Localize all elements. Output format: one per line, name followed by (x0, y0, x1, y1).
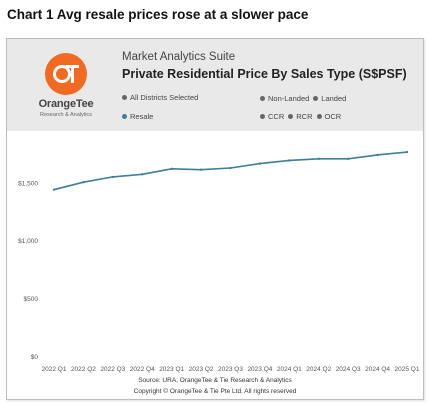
data-point[interactable] (229, 166, 232, 170)
x-tick-label: 2022 Q2 (71, 366, 96, 373)
data-point[interactable] (317, 157, 320, 160)
filter-ccr[interactable]: CCR (268, 112, 285, 121)
data-point[interactable] (376, 153, 379, 157)
source-note: Source: URA, OrangeTee & Tie Research & … (138, 377, 292, 384)
chart-title: Private Residential Price By Sales Type … (122, 67, 407, 81)
y-tick-label: $500 (24, 296, 39, 303)
filter-districts-label: All Districts Selected (130, 93, 199, 102)
filter-landed[interactable]: Landed (321, 94, 347, 103)
x-tick-label: 2022 Q1 (42, 366, 67, 373)
data-point[interactable] (170, 167, 173, 171)
bullet-icon (316, 114, 322, 119)
filter-dwelling-type: Non-Landed Landed (260, 94, 346, 103)
filter-non-landed[interactable]: Non-Landed (268, 94, 310, 103)
bullet-icon (260, 114, 265, 119)
x-tick-label: 2022 Q4 (130, 366, 155, 373)
x-tick-label: 2024 Q3 (336, 366, 361, 373)
bullet-icon (122, 95, 127, 100)
logo-subtitle: Research & Analytics (40, 112, 92, 118)
x-tick-label: 2025 Q1 (395, 366, 420, 373)
x-tick-label: 2023 Q1 (159, 366, 184, 373)
y-tick-label: $1,500 (18, 180, 38, 187)
x-tick-label: 2023 Q2 (189, 366, 214, 373)
x-tick-label: 2024 Q2 (306, 366, 331, 373)
chart-caption: Chart 1 Avg resale prices rose at a slow… (7, 7, 309, 22)
x-tick-label: 2023 Q4 (247, 366, 272, 373)
orangetee-logo-icon (45, 53, 87, 95)
data-point[interactable] (258, 162, 262, 165)
x-tick-label: 2023 Q3 (218, 366, 243, 373)
bullet-icon (313, 96, 319, 101)
data-point[interactable] (52, 188, 56, 191)
logo-name: OrangeTee (38, 98, 94, 110)
y-tick-label: $1,000 (18, 238, 38, 245)
dashboard-frame: OrangeTee Research & Analytics Market An… (6, 38, 424, 400)
line-chart: $0 $500 $1,000 $1,500 2022 Q1 2022 Q2 2022 Q3 2… (18, 150, 420, 373)
copyright-note: Copyright © OrangeTee & Tie Pte Ltd. All… (133, 388, 297, 395)
series-line-resale[interactable] (53, 151, 408, 191)
filter-regions: CCR RCR OCR (260, 112, 341, 121)
data-point[interactable] (346, 157, 350, 160)
data-point[interactable] (288, 159, 291, 162)
legend-resale-icon (122, 114, 127, 119)
x-tick-label: 2024 Q1 (277, 366, 302, 373)
dashboard-header: OrangeTee Research & Analytics Market An… (7, 39, 423, 131)
filter-ocr[interactable]: OCR (324, 112, 342, 121)
data-point[interactable] (405, 150, 409, 154)
bullet-icon (260, 96, 265, 101)
filter-districts[interactable]: All Districts Selected (122, 93, 198, 102)
data-point[interactable] (111, 175, 115, 179)
suite-name: Market Analytics Suite (122, 51, 236, 63)
data-point[interactable] (199, 168, 203, 171)
bullet-icon (288, 114, 294, 119)
data-point[interactable] (141, 173, 144, 176)
legend-resale-label: Resale (130, 112, 154, 121)
x-tick-label: 2024 Q4 (365, 366, 390, 373)
y-tick-label: $0 (31, 354, 39, 361)
data-point[interactable] (82, 180, 85, 184)
legend-resale[interactable]: Resale (122, 112, 153, 121)
filter-rcr[interactable]: RCR (296, 112, 313, 121)
x-tick-label: 2022 Q3 (100, 366, 125, 373)
